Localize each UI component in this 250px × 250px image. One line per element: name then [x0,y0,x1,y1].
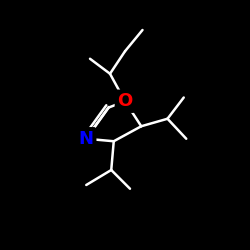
Text: N: N [79,130,94,148]
Text: O: O [118,92,132,110]
